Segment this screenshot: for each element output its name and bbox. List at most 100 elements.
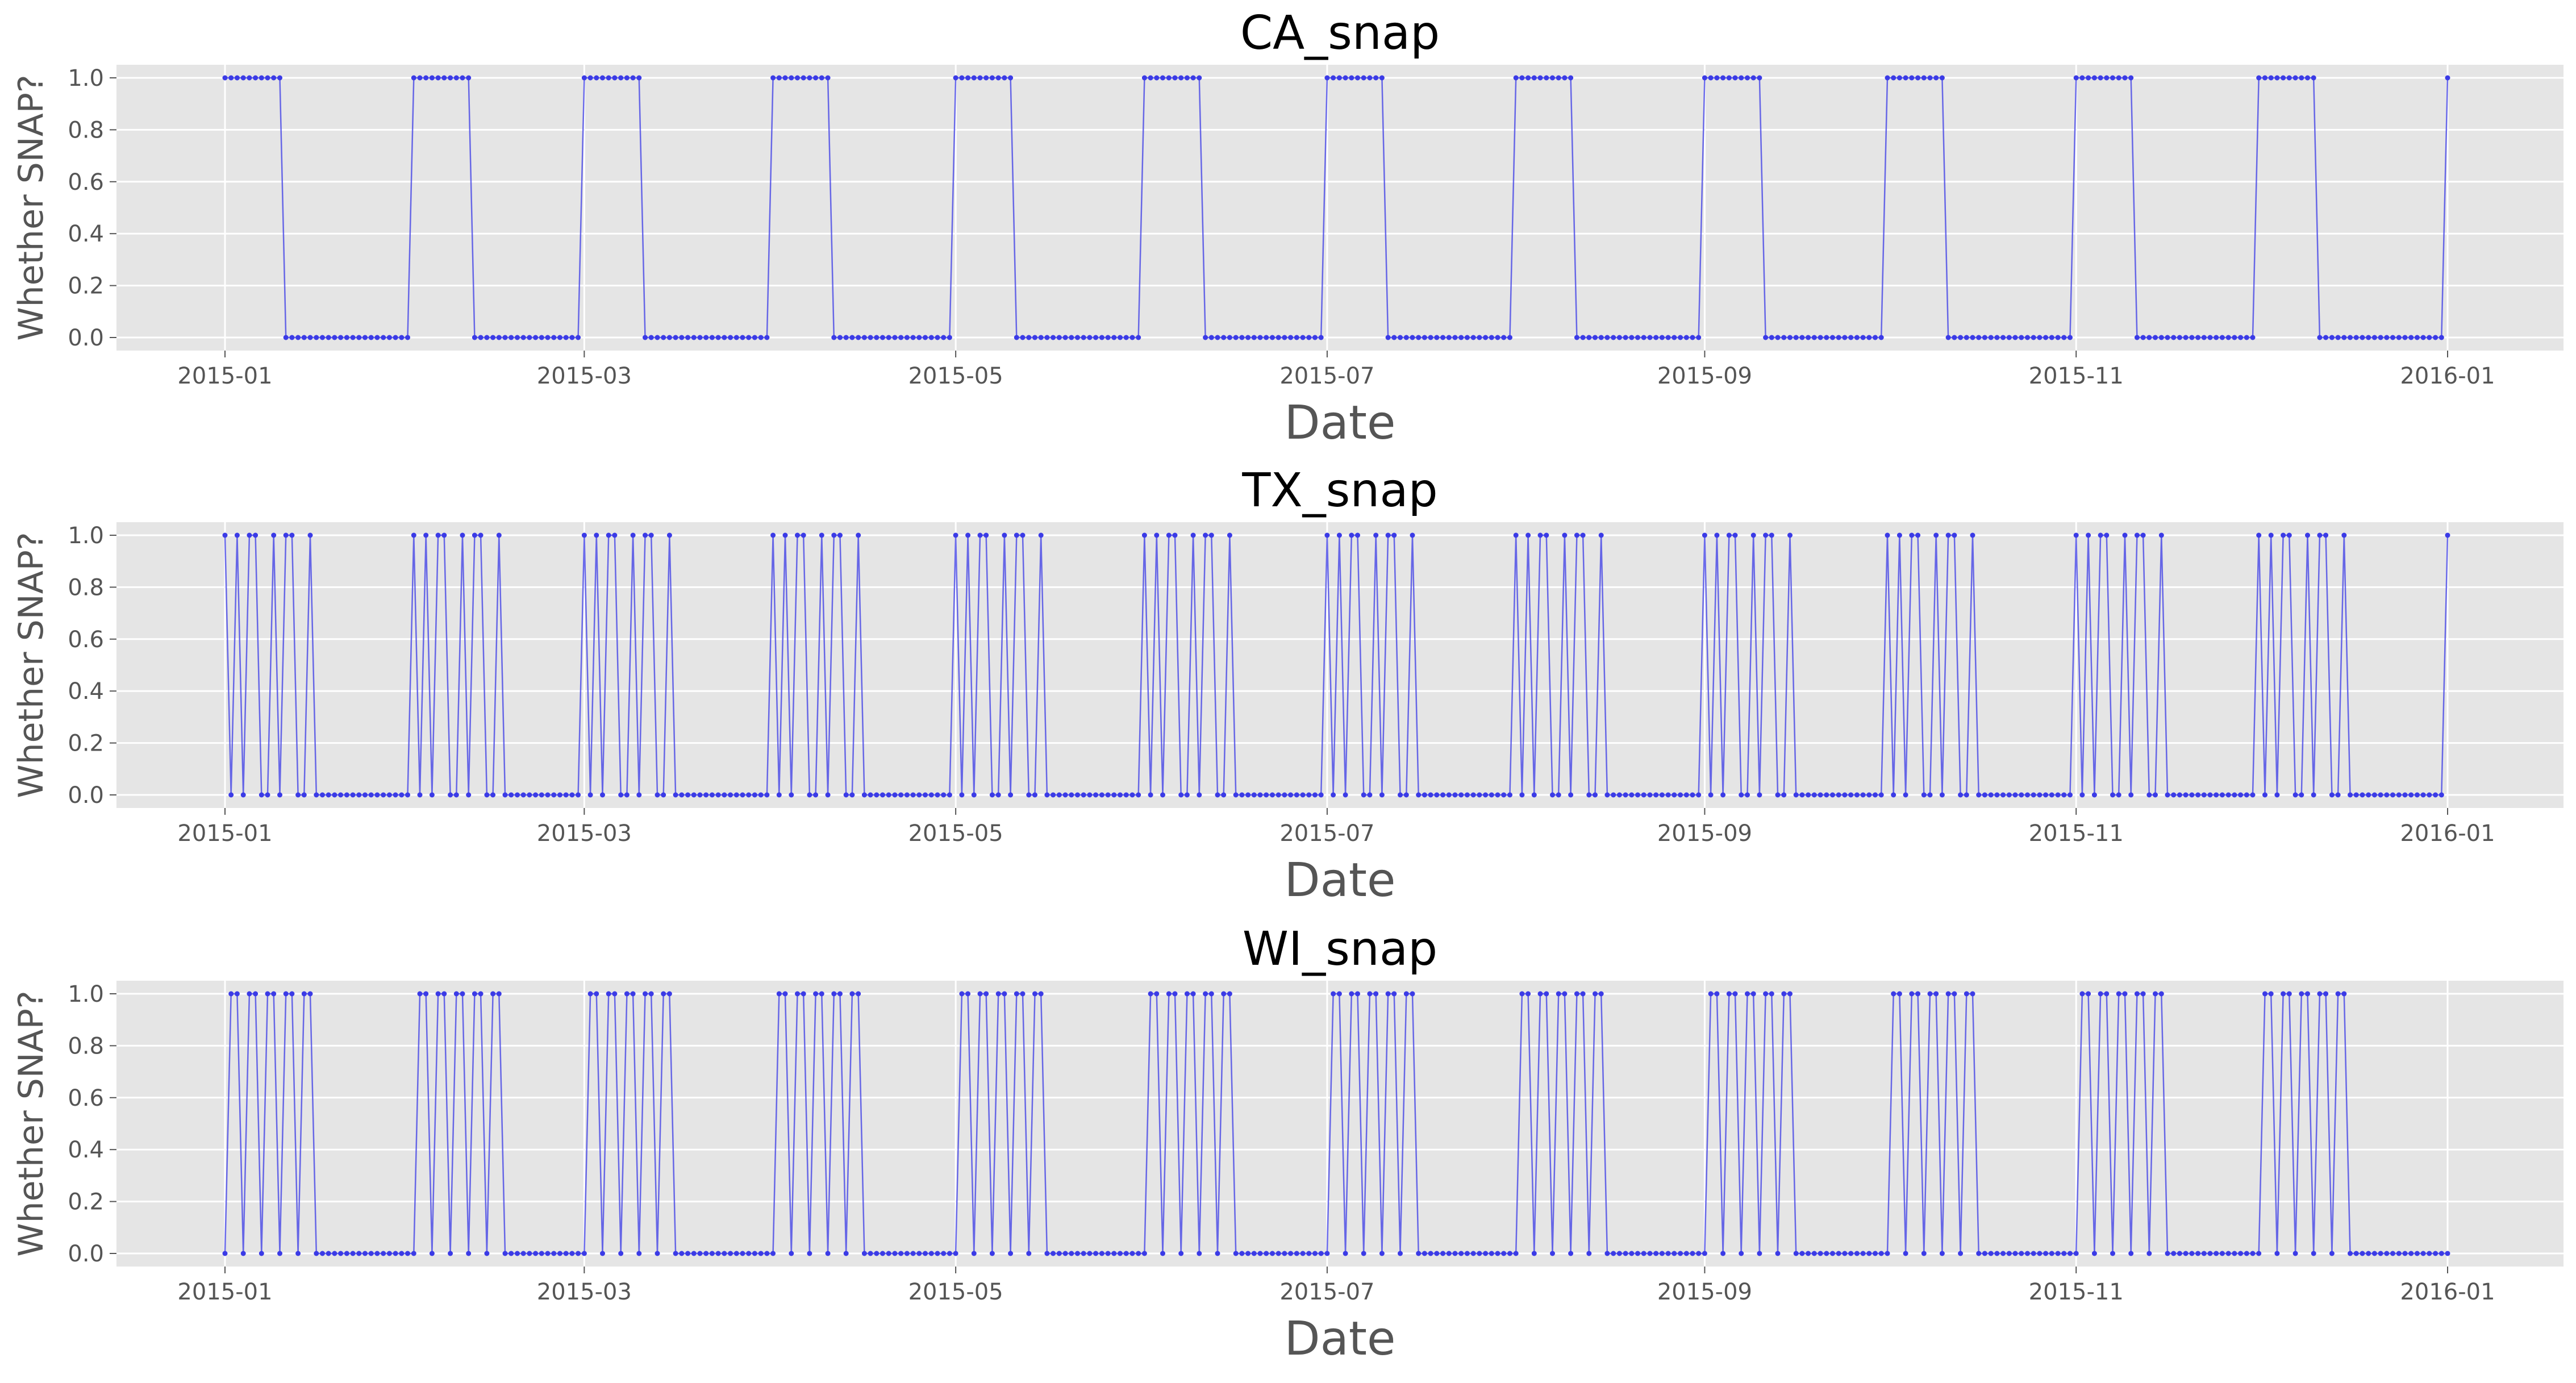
data-point — [910, 335, 916, 340]
data-point — [1726, 75, 1732, 81]
data-point — [1440, 792, 1446, 798]
data-point — [1056, 1251, 1062, 1256]
data-point — [2384, 1251, 2390, 1256]
data-point — [1556, 991, 1561, 997]
data-point — [2311, 792, 2316, 798]
data-point — [1629, 792, 1635, 798]
data-point — [289, 532, 295, 538]
data-point — [1988, 792, 1994, 798]
data-point — [1818, 792, 1823, 798]
data-point — [539, 792, 544, 798]
data-point — [326, 335, 331, 340]
data-point — [2171, 1251, 2177, 1256]
data-point — [1616, 335, 1622, 340]
data-point — [1896, 75, 1902, 81]
data-point — [947, 1251, 952, 1256]
data-point — [1891, 991, 1896, 997]
data-point — [240, 792, 246, 798]
data-point — [1477, 792, 1482, 798]
data-point — [849, 792, 855, 798]
data-point — [1848, 335, 1854, 340]
y-tick-label: 0.2 — [68, 273, 104, 299]
data-point — [581, 75, 587, 81]
data-point — [381, 1251, 386, 1256]
data-point — [1732, 532, 1738, 538]
data-point — [247, 991, 252, 997]
data-point — [399, 335, 405, 340]
data-point — [2104, 75, 2110, 81]
data-point — [965, 991, 971, 997]
y-axis-label: Whether SNAP? — [11, 532, 51, 798]
data-point — [539, 1251, 544, 1256]
data-point — [655, 792, 660, 798]
data-point — [1203, 991, 1208, 997]
data-point — [1909, 75, 1915, 81]
data-point — [1556, 75, 1561, 81]
data-point — [935, 335, 940, 340]
data-point — [2098, 991, 2103, 997]
data-point — [630, 991, 636, 997]
data-point — [618, 792, 624, 798]
data-point — [1635, 1251, 1640, 1256]
data-point — [453, 792, 459, 798]
data-point — [1507, 792, 1512, 798]
data-point — [2433, 1251, 2439, 1256]
data-point — [2341, 991, 2347, 997]
data-point — [576, 1251, 581, 1256]
data-point — [2299, 75, 2304, 81]
data-point — [356, 335, 362, 340]
data-point — [1550, 1251, 1555, 1256]
data-point — [1264, 792, 1269, 798]
data-point — [1032, 991, 1037, 997]
data-point — [856, 532, 861, 538]
data-point — [740, 792, 745, 798]
data-point — [1793, 792, 1799, 798]
data-point — [472, 532, 477, 538]
data-point — [1653, 1251, 1659, 1256]
data-point — [1933, 991, 1939, 997]
data-point — [2225, 1251, 2231, 1256]
data-point — [1221, 991, 1227, 997]
data-point — [1422, 792, 1427, 798]
data-point — [448, 792, 453, 798]
data-point — [1678, 792, 1683, 798]
data-point — [849, 991, 855, 997]
data-point — [1403, 792, 1409, 798]
data-point — [520, 1251, 526, 1256]
data-point — [1002, 75, 1007, 81]
data-point — [1611, 1251, 1616, 1256]
data-point — [1501, 335, 1507, 340]
data-point — [1513, 1251, 1519, 1256]
data-point — [1544, 532, 1549, 538]
data-point — [234, 75, 240, 81]
data-point — [1562, 75, 1568, 81]
data-point — [947, 335, 952, 340]
data-point — [2262, 75, 2267, 81]
data-point — [1172, 532, 1178, 538]
data-point — [977, 532, 983, 538]
data-point — [636, 792, 642, 798]
data-point — [1574, 532, 1579, 538]
data-point — [435, 532, 441, 538]
data-point — [301, 792, 307, 798]
data-point — [2098, 532, 2103, 538]
data-point — [971, 792, 977, 798]
data-point — [1708, 75, 1714, 81]
data-point — [1891, 792, 1896, 798]
data-point — [1306, 1251, 1312, 1256]
data-point — [2433, 335, 2439, 340]
data-point — [928, 792, 934, 798]
data-point — [1781, 792, 1787, 798]
data-point — [301, 335, 307, 340]
data-point — [2366, 335, 2371, 340]
data-point — [1081, 792, 1086, 798]
data-point — [643, 335, 648, 340]
data-point — [2122, 991, 2128, 997]
data-point — [295, 792, 301, 798]
data-point — [1616, 1251, 1622, 1256]
data-point — [2433, 792, 2439, 798]
data-point — [253, 532, 259, 538]
data-point — [2244, 1251, 2249, 1256]
data-point — [1866, 792, 1872, 798]
data-point — [1696, 335, 1702, 340]
